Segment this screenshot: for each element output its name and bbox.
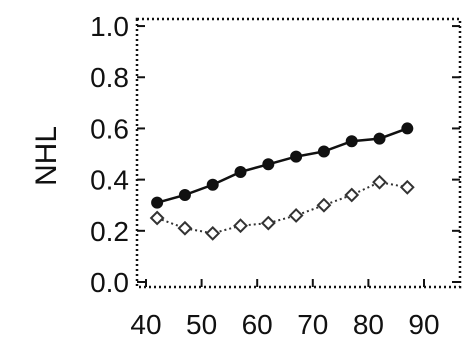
y-tick-label: 0.8	[90, 62, 129, 93]
data-point	[401, 122, 414, 135]
data-point	[316, 197, 332, 213]
data-point	[149, 210, 165, 226]
y-axis-title: NHL	[30, 126, 63, 186]
x-tick-label: 70	[297, 309, 328, 340]
data-point	[345, 135, 358, 148]
x-axis-ticks: 40 50 60 70 80 90	[130, 279, 440, 340]
data-point	[344, 187, 360, 203]
data-point	[262, 158, 275, 171]
data-point	[234, 165, 247, 178]
y-tick-label: 1.0	[90, 11, 129, 42]
x-tick-label: 60	[242, 309, 273, 340]
series-2-line	[156, 181, 408, 235]
data-point	[317, 145, 330, 158]
data-point	[151, 196, 164, 209]
plot-border	[135, 17, 462, 289]
data-point	[177, 220, 193, 236]
y-tick-label: 0.0	[90, 267, 129, 298]
y-tick-label: 0.2	[90, 216, 129, 247]
series-layer	[149, 122, 415, 241]
data-point	[372, 174, 387, 190]
y-tick-label: 0.6	[90, 113, 129, 144]
y-axis-ticks: 0.0 0.2 0.4 0.6 0.8 1.0	[90, 11, 460, 298]
plot-frame	[135, 17, 462, 289]
data-point	[260, 215, 276, 231]
data-point	[178, 188, 191, 201]
data-point	[206, 178, 219, 191]
x-tick-label: 40	[130, 309, 161, 340]
data-point	[205, 225, 221, 241]
data-point	[399, 179, 415, 195]
x-tick-label: 80	[353, 309, 384, 340]
data-point	[373, 132, 386, 145]
series-2	[149, 174, 415, 241]
x-tick-label: 90	[408, 309, 439, 340]
data-point	[233, 218, 248, 234]
y-tick-label: 0.4	[90, 165, 129, 196]
series-1-line	[156, 127, 408, 204]
x-tick-label: 50	[186, 309, 217, 340]
data-point	[290, 150, 303, 163]
series-1	[151, 122, 414, 209]
data-point	[288, 208, 304, 223]
